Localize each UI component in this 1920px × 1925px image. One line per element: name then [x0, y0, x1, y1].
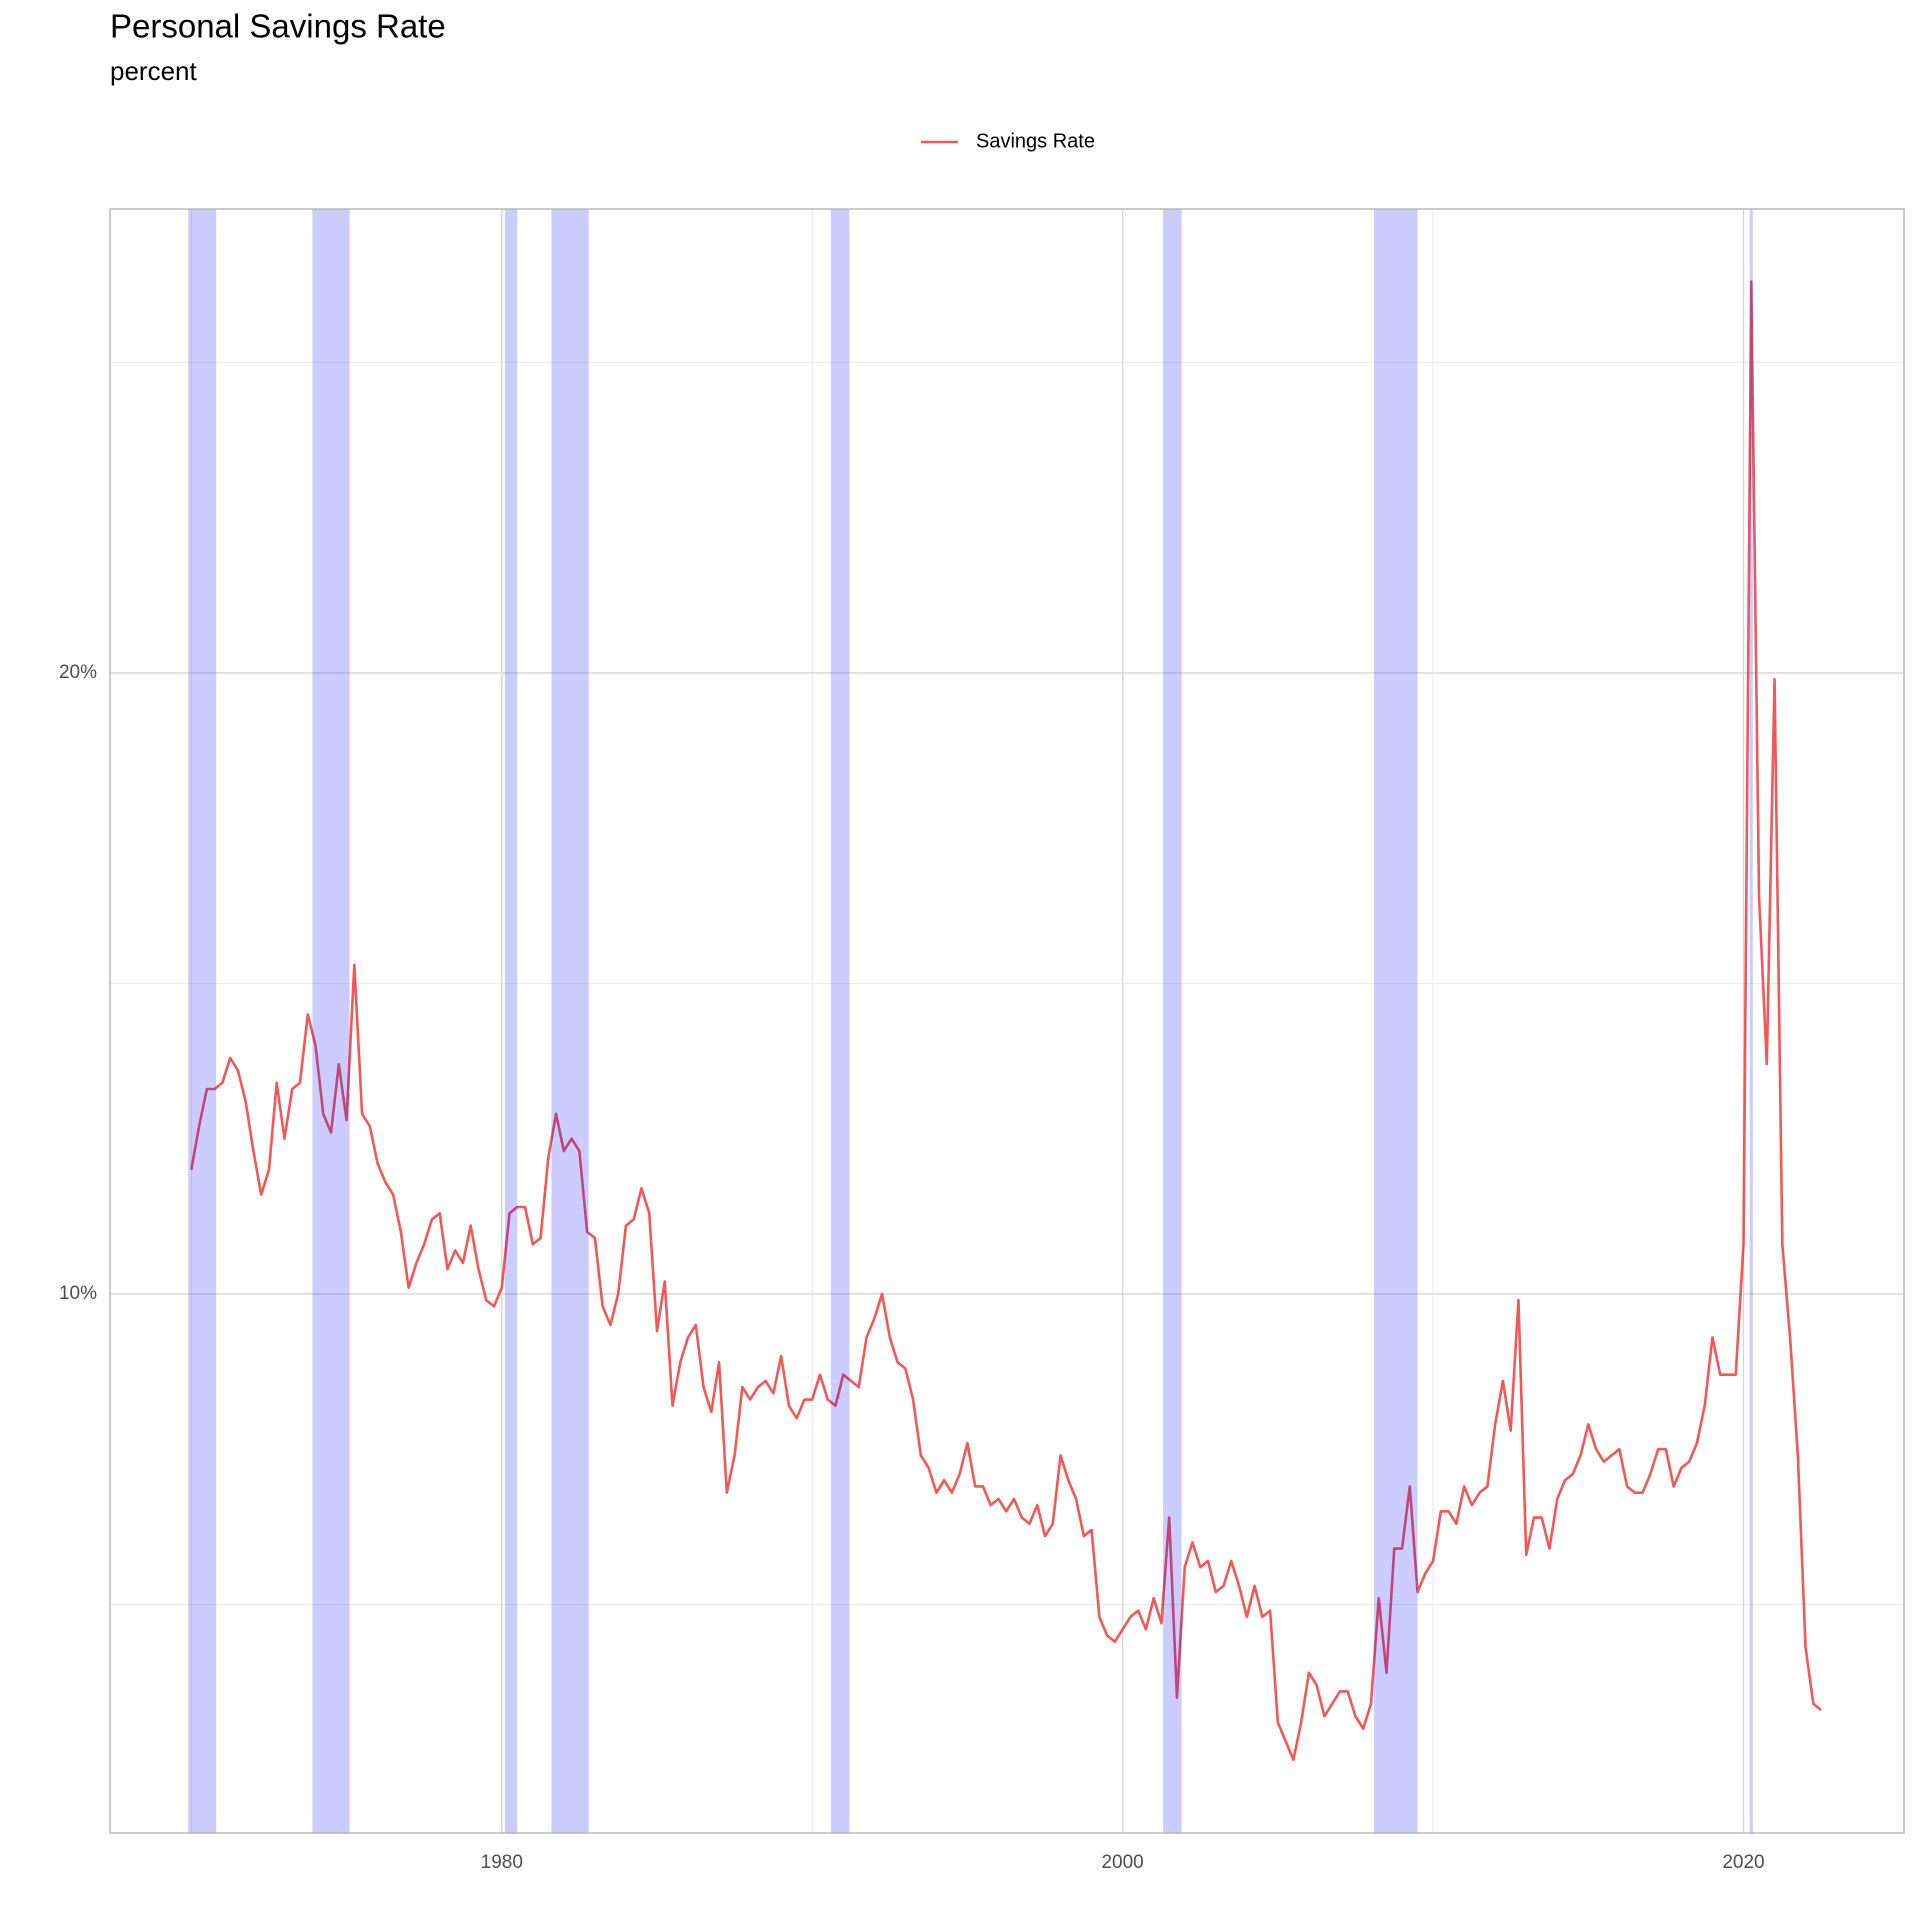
recession-band: [312, 209, 350, 1833]
recession-band: [1162, 209, 1182, 1833]
chart-subtitle: percent: [110, 56, 197, 86]
legend-label: Savings Rate: [976, 130, 1095, 152]
recession-band: [830, 209, 850, 1833]
chart-title: Personal Savings Rate: [110, 8, 446, 45]
line-series: [190, 280, 1822, 1762]
recession-band: [1749, 209, 1753, 1833]
x-tick-label: 1980: [481, 1852, 523, 1873]
x-tick-label: 2020: [1722, 1852, 1764, 1873]
recession-band: [188, 209, 217, 1833]
y-tick-label: 20%: [59, 662, 97, 683]
y-tick-label: 10%: [59, 1283, 97, 1304]
recession-band: [504, 209, 518, 1833]
recession-band: [551, 209, 589, 1833]
x-tick-label: 2000: [1101, 1852, 1143, 1873]
plot-border: [109, 208, 1905, 1834]
recession-band: [1374, 209, 1418, 1833]
